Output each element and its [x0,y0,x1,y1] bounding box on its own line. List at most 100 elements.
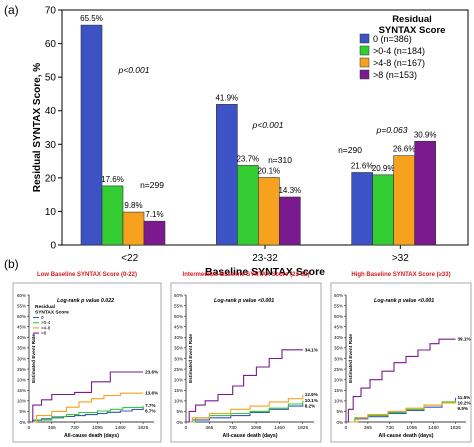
y-axis-label: Estimated Event Rate [188,334,194,383]
y-axis-label: Residual SYNTAX Score, % [32,63,43,192]
legend-label: 0 [41,315,44,320]
y-axis-label: Estimated Event Rate [348,334,354,383]
x-tick-label: 1460 [274,425,285,431]
y-tick-label: 5% [19,409,26,414]
p-value-annotation: p<0.001 [118,65,150,75]
x-tick-label: 1825 [297,425,308,431]
y-tick-label: 0% [176,420,183,425]
y-tick-label: 60% [334,293,343,298]
p-value-annotation: p=0.063 [376,125,408,135]
legend-swatch [359,57,370,68]
x-tick-label: 365 [205,425,213,431]
x-tick-label: 0 [345,425,348,431]
end-value-label: 9.5% [458,406,468,411]
end-value-label: 11.5% [458,395,471,400]
bar-value-label: 65.5% [80,14,103,23]
end-value-label: 34.1% [305,347,318,352]
km-curve [346,338,456,423]
km-curve [29,407,144,423]
end-value-label: 23.6% [145,370,158,375]
x-tick-label: >32 [392,253,409,264]
bar-value-label: 9.8% [124,201,142,210]
legend-title: SYNTAX Score [35,310,69,316]
x-tick-label: 365 [48,425,56,431]
y-tick-label: 10% [17,399,26,404]
panel-title: Intermediate Baseline SYNTAX Score (23-3… [183,272,310,278]
y-tick-label: 50% [17,314,26,319]
x-axis-label: Baseline SYNTAX Score [205,266,325,278]
bar-value-label: 17.6% [101,175,124,184]
log-rank-stat: Log-rank p value <0.001 [374,298,434,304]
panel-title: Low Baseline SYNTAX Score (0-22) [37,272,137,278]
bar [122,211,145,246]
bar [80,24,103,246]
x-tick-label: 730 [71,425,79,431]
panel-title: High Baseline SYNTAX Score (≥33) [351,272,450,278]
bar [258,177,280,246]
y-tick-label: 35% [334,346,343,351]
panel-frame [12,282,162,443]
end-value-label: 12.9% [305,392,318,397]
y-tick-label: 30% [17,356,26,361]
legend-label: 0 (n=386) [373,34,412,44]
bar [101,185,124,246]
legend-swatch [359,45,370,56]
km-curve [29,405,144,423]
bar-value-label: 20.9% [372,164,395,173]
y-tick-label: 15% [17,388,26,393]
km-curve [346,397,457,423]
x-tick-label: 365 [364,425,372,431]
legend-label: >8 [41,331,47,336]
km-chart-low: Low Baseline SYNTAX Score (0-22) 0% 5% 10% 1… [12,272,162,443]
y-tick-label: 70 [45,6,57,17]
end-value-label: 8.2% [305,404,315,409]
end-value-label: 6.7% [145,409,155,414]
y-tick-label: 40% [174,335,183,340]
x-tick-label: 0 [185,425,188,431]
legend-title: Residual [35,304,55,310]
bar [393,155,415,246]
y-tick-label: 25% [334,367,343,372]
legend-label: >0-4 [41,320,51,325]
x-axis-label: All-cause death (days) [378,433,433,439]
legend-swatch [359,69,370,80]
y-tick-label: 45% [334,325,343,330]
legend-swatch [359,33,370,44]
x-tick-label: 1095 [92,425,103,431]
y-tick-label: 55% [174,303,183,308]
x-tick-label: 1825 [450,425,461,431]
y-tick-label: 55% [334,303,343,308]
y-tick-label: 45% [17,325,26,330]
x-tick-label: 1095 [251,425,262,431]
end-value-label: 10.2% [458,401,471,406]
y-tick-label: 35% [17,346,26,351]
n-annotation: n=290 [338,145,362,155]
y-tick-label: 30% [174,356,183,361]
y-tick-label: 10 [45,207,57,218]
end-value-label: 39.1% [458,337,471,342]
bar-value-label: 30.9% [414,130,437,139]
bar [372,174,394,246]
y-tick-label: 20% [334,377,343,382]
bar [143,220,166,246]
bar [279,196,301,246]
bar [351,172,373,246]
y-tick-label: 0% [19,420,26,425]
x-tick-label: 1095 [406,425,417,431]
x-axis-label: All-cause death (days) [222,433,277,439]
panel-b-label: (b) [4,257,19,271]
legend-title: Residual [392,14,432,25]
bar-value-label: 21.6% [351,161,374,170]
x-axis-label: All-cause death (days) [64,433,119,439]
n-annotation: n=299 [140,180,164,190]
y-tick-label: 15% [174,388,183,393]
y-tick-label: 30% [334,356,343,361]
y-tick-label: 35% [174,346,183,351]
x-tick-label: 1825 [138,425,149,431]
km-chart-intermediate: Intermediate Baseline SYNTAX Score (23-3… [170,272,322,443]
x-tick-label: 730 [229,425,237,431]
y-tick-label: 60 [45,39,57,50]
log-rank-stat: Log-rank p value 0.022 [57,298,114,304]
y-tick-label: 0 [50,241,56,252]
